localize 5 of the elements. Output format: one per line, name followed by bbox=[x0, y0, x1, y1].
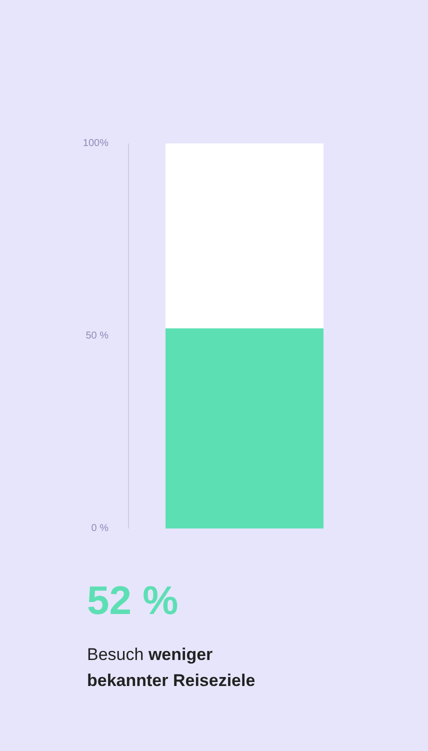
text: Besuch weniger bekannter Reiseziele bbox=[87, 644, 256, 692]
y-tick-label: 50 % bbox=[86, 330, 109, 342]
y-tick-label: 100% bbox=[82, 138, 109, 149]
y-tick-label: 0 % bbox=[91, 523, 109, 534]
text: 52 % bbox=[87, 579, 180, 624]
